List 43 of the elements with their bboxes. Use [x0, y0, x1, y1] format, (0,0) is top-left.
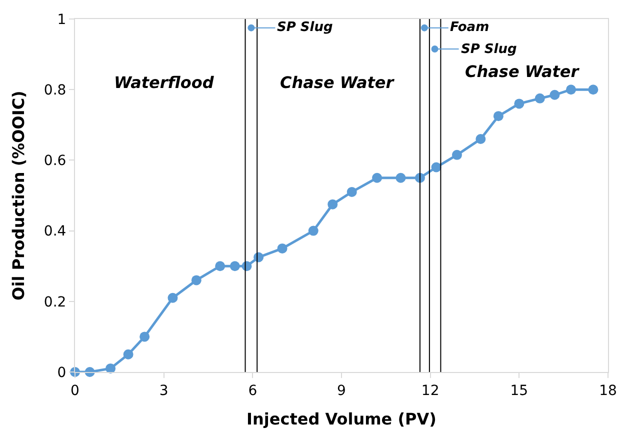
point — [514, 98, 524, 109]
x-tick-label: 6 — [248, 382, 258, 399]
point — [328, 199, 338, 210]
point — [168, 292, 178, 303]
x-tick-label: 12 — [421, 382, 440, 399]
y-tick-label: 0.6 — [44, 153, 66, 170]
point — [277, 243, 288, 254]
x-tick-label: 9 — [337, 382, 346, 399]
annotation: Chase Water — [280, 73, 395, 92]
point — [140, 332, 150, 342]
point — [191, 275, 202, 286]
annotation: Foam — [450, 20, 490, 35]
point — [346, 186, 357, 197]
y-tick-label: 1 — [57, 12, 66, 28]
point — [372, 172, 382, 183]
point — [106, 363, 116, 374]
point — [534, 93, 545, 104]
point — [396, 172, 406, 183]
annotation: Waterflood — [114, 73, 214, 92]
y-tick-label: 0.8 — [44, 82, 66, 98]
point — [230, 261, 240, 272]
x-axis-title: Injected Volume (PV) — [246, 410, 436, 428]
point — [308, 226, 318, 236]
point — [431, 162, 442, 172]
x-tick-label: 0 — [70, 382, 80, 399]
y-tick-label: 0.2 — [44, 294, 66, 310]
y-tick-label: 0 — [57, 364, 66, 381]
annotation: Chase Water — [465, 62, 580, 81]
point — [123, 349, 134, 360]
point — [588, 84, 598, 95]
point — [452, 150, 462, 160]
y-axis-title: Oil Production (%OOIC) — [8, 90, 28, 300]
annotation: SP Slug — [277, 20, 333, 35]
annotation: SP Slug — [461, 42, 517, 57]
point — [550, 90, 560, 100]
y-tick-label: 0.4 — [44, 224, 66, 240]
x-tick-label: 18 — [599, 382, 617, 399]
point — [215, 261, 226, 272]
point — [493, 111, 504, 122]
point — [476, 134, 486, 144]
point — [566, 84, 576, 95]
x-tick-label: 15 — [510, 382, 528, 399]
x-tick-label: 3 — [159, 382, 168, 399]
